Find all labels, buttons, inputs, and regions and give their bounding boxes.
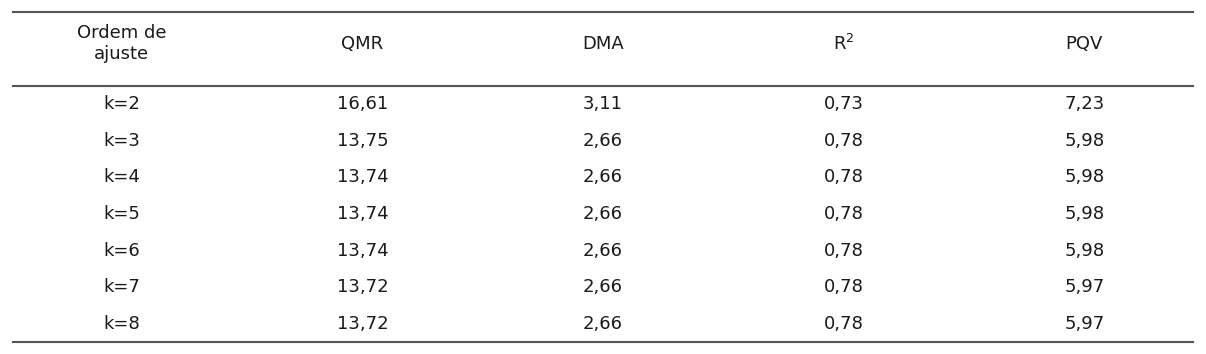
- Text: 2,66: 2,66: [582, 132, 624, 150]
- Text: 13,74: 13,74: [336, 168, 388, 186]
- Text: k=5: k=5: [104, 205, 140, 223]
- Text: 5,97: 5,97: [1064, 315, 1105, 333]
- Text: 5,98: 5,98: [1064, 132, 1105, 150]
- Text: 0,78: 0,78: [824, 315, 863, 333]
- Text: PQV: PQV: [1066, 35, 1103, 52]
- Text: QMR: QMR: [341, 35, 384, 52]
- Text: 0,78: 0,78: [824, 132, 863, 150]
- Text: 13,74: 13,74: [336, 241, 388, 259]
- Text: 2,66: 2,66: [582, 205, 624, 223]
- Text: 13,72: 13,72: [336, 315, 388, 333]
- Text: 13,72: 13,72: [336, 278, 388, 296]
- Text: 2,66: 2,66: [582, 168, 624, 186]
- Text: k=2: k=2: [104, 95, 140, 113]
- Text: 5,98: 5,98: [1064, 205, 1105, 223]
- Text: 2,66: 2,66: [582, 315, 624, 333]
- Text: k=8: k=8: [104, 315, 140, 333]
- Text: k=7: k=7: [104, 278, 140, 296]
- Text: 13,75: 13,75: [336, 132, 388, 150]
- Text: k=3: k=3: [104, 132, 140, 150]
- Text: 5,97: 5,97: [1064, 278, 1105, 296]
- Text: 5,98: 5,98: [1064, 168, 1105, 186]
- Text: 2,66: 2,66: [582, 241, 624, 259]
- Text: k=4: k=4: [104, 168, 140, 186]
- Text: 3,11: 3,11: [582, 95, 624, 113]
- Text: 13,74: 13,74: [336, 205, 388, 223]
- Text: 16,61: 16,61: [336, 95, 388, 113]
- Text: 0,78: 0,78: [824, 168, 863, 186]
- Text: 0,73: 0,73: [824, 95, 863, 113]
- Text: 0,78: 0,78: [824, 241, 863, 259]
- Text: 0,78: 0,78: [824, 205, 863, 223]
- Text: 0,78: 0,78: [824, 278, 863, 296]
- Text: 5,98: 5,98: [1064, 241, 1105, 259]
- Text: 2,66: 2,66: [582, 278, 624, 296]
- Text: Ordem de
ajuste: Ordem de ajuste: [77, 24, 166, 63]
- Text: k=6: k=6: [104, 241, 140, 259]
- Text: 7,23: 7,23: [1064, 95, 1105, 113]
- Text: R$^2$: R$^2$: [833, 34, 854, 53]
- Text: DMA: DMA: [582, 35, 624, 52]
